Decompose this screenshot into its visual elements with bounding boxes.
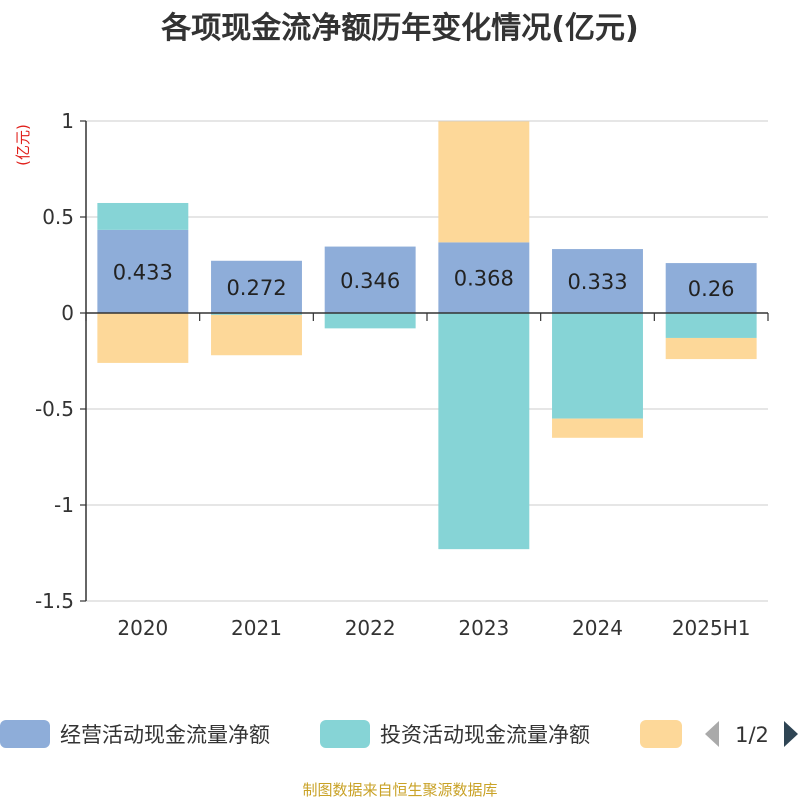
data-label: 0.26	[688, 277, 735, 301]
legend-label[interactable]: 投资活动现金流量净额	[380, 723, 590, 747]
x-tick-label: 2023	[458, 616, 509, 640]
bar-series-2-2022	[324, 313, 416, 329]
data-label: 0.433	[113, 260, 173, 284]
legend-swatch[interactable]	[0, 720, 50, 748]
bar-series-2-2025H1	[665, 313, 757, 338]
data-label: 0.368	[454, 267, 514, 291]
legend-swatch[interactable]	[320, 720, 370, 748]
bar-series-2-2023	[438, 313, 530, 550]
chart-title: 各项现金流净额历年变化情况(亿元)	[160, 11, 638, 46]
y-tick-label: -1.5	[35, 589, 74, 613]
data-label: 0.346	[340, 269, 400, 293]
y-tick-label: 0	[61, 301, 74, 325]
legend-prev-icon[interactable]	[705, 721, 719, 747]
legend: 经营活动现金流量净额 投资活动现金流量净额 1/2	[0, 720, 798, 748]
bar-series-2-2020	[97, 202, 189, 230]
y-axis-unit-label: (亿元)	[14, 124, 32, 166]
data-label: 0.272	[226, 276, 286, 300]
bar-series-1-2021	[211, 260, 302, 313]
bar-series-1-2023	[438, 242, 530, 313]
legend-label[interactable]: 经营活动现金流量净额	[60, 723, 270, 747]
x-tick-label: 2021	[231, 616, 282, 640]
x-tick-label: 2020	[117, 616, 168, 640]
bar-series-1-2022	[324, 246, 416, 313]
bar-series-2-2021	[211, 313, 302, 315]
data-labels: 0.433 0.272 0.346 0.368 0.333 0.26	[113, 260, 735, 301]
bar-series-1-2020	[97, 229, 189, 313]
x-tick-label: 2024	[572, 616, 623, 640]
axes: 1 0.5 0 -0.5 -1 -1.5 2020 2021 2022 2023 2024 2025H…	[35, 109, 769, 640]
bar-series-3-2020	[97, 313, 189, 363]
legend-page-indicator: 1/2	[735, 723, 769, 747]
source-note: 制图数据来自恒生聚源数据库	[302, 781, 497, 799]
y-tick-label: -0.5	[35, 397, 74, 421]
x-tick-label: 2022	[345, 616, 396, 640]
legend-next-icon[interactable]	[784, 721, 798, 747]
bar-series-3-2024	[552, 418, 643, 438]
bar-series-1-2025H1	[665, 263, 757, 313]
bar-series-2-2024	[552, 313, 643, 419]
x-tick-label: 2025H1	[672, 616, 751, 640]
y-tick-label: 1	[61, 109, 74, 133]
y-tick-label: 0.5	[42, 205, 74, 229]
grid-lines	[86, 120, 768, 602]
bars	[97, 121, 757, 550]
bar-series-1-2024	[552, 249, 643, 313]
legend-swatch[interactable]	[640, 720, 682, 748]
bar-series-3-2021	[211, 314, 302, 356]
data-label: 0.333	[567, 270, 627, 294]
bar-series-3-2023	[438, 121, 530, 243]
y-tick-label: -1	[54, 493, 74, 517]
bar-series-3-2025H1	[665, 337, 757, 360]
